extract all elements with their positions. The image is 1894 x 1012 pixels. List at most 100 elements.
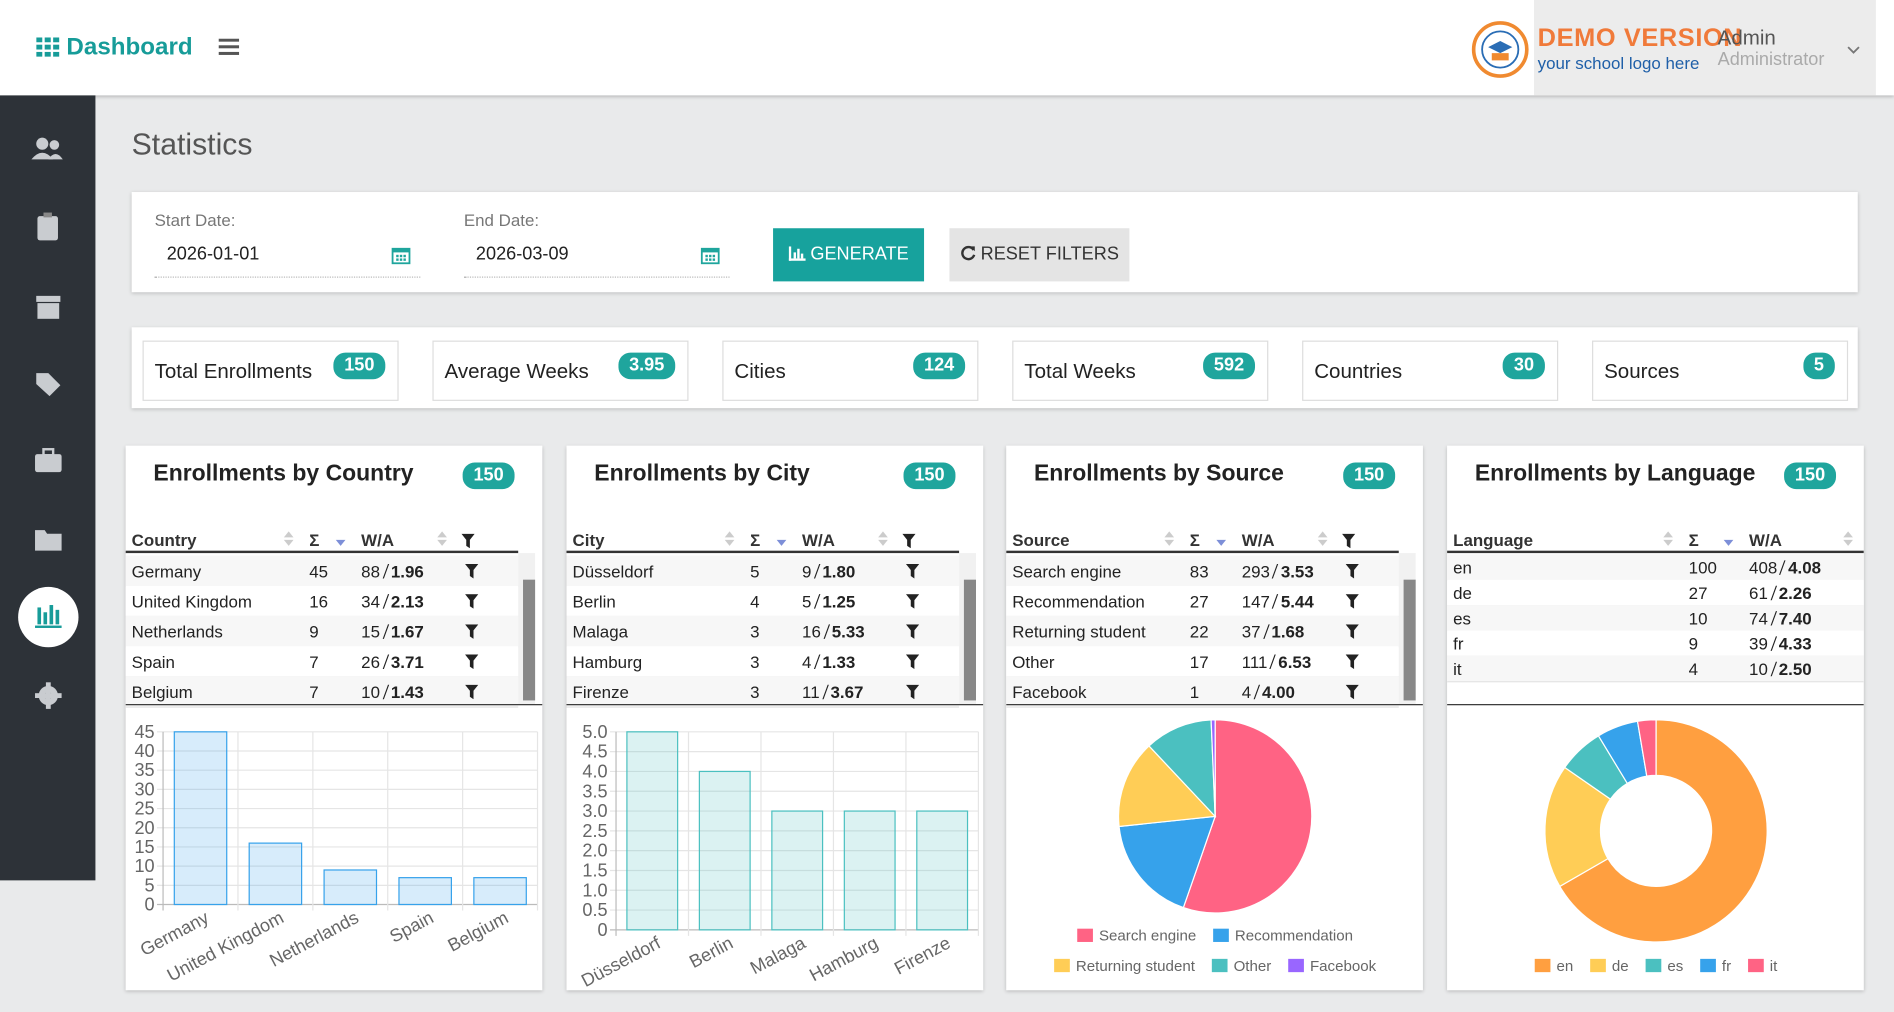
filter-button[interactable] xyxy=(1345,684,1359,699)
y-tick-label: 10 xyxy=(134,856,154,876)
panel-badge: 150 xyxy=(462,462,515,490)
sort-icon[interactable] xyxy=(1722,530,1734,547)
filter-button[interactable] xyxy=(461,533,475,549)
brand[interactable]: Dashboard xyxy=(66,33,193,61)
sort-icon[interactable] xyxy=(1317,530,1329,547)
sort-icon[interactable] xyxy=(1662,530,1674,547)
user-menu-caret[interactable] xyxy=(1847,46,1860,54)
filter-button[interactable] xyxy=(1345,623,1359,639)
filter-button[interactable] xyxy=(905,684,920,699)
x-tick-label: Malaga xyxy=(747,932,810,978)
filter-button[interactable] xyxy=(905,623,920,639)
legend-swatch xyxy=(1645,958,1662,973)
sort-icon[interactable] xyxy=(283,530,295,547)
legend-swatch xyxy=(1077,928,1093,942)
filter-button[interactable] xyxy=(465,653,479,669)
nav-settings[interactable] xyxy=(35,682,62,709)
legend-item[interactable]: Other xyxy=(1211,958,1271,975)
legend-item[interactable]: Recommendation xyxy=(1213,928,1353,945)
stat-box: Total Enrollments 150 xyxy=(142,340,399,401)
filter-button[interactable] xyxy=(465,684,479,699)
filter-button[interactable] xyxy=(1345,593,1359,609)
calendar-icon[interactable] xyxy=(391,245,411,265)
legend-item[interactable]: es xyxy=(1645,958,1684,975)
panel-title: Enrollments by City xyxy=(594,461,810,487)
bar xyxy=(698,770,751,931)
funnel xyxy=(1341,533,1356,549)
sort-up xyxy=(878,531,888,538)
nav-enrollments[interactable] xyxy=(37,212,58,241)
sort-icon[interactable] xyxy=(877,530,889,547)
row-count: 7 xyxy=(309,681,319,702)
end-date-input[interactable]: 2026-03-09 xyxy=(463,240,730,278)
separator xyxy=(1253,684,1260,699)
funnel xyxy=(1345,593,1359,609)
panel-title: Enrollments by Country xyxy=(153,461,414,487)
scroll-thumb[interactable] xyxy=(1403,579,1416,701)
panel-badge: 150 xyxy=(1784,462,1837,490)
scroll-thumb[interactable] xyxy=(523,579,536,701)
filter-button[interactable] xyxy=(905,653,920,669)
legend-item[interactable]: it xyxy=(1748,958,1778,975)
sort-icon[interactable] xyxy=(1842,530,1854,547)
sort-down xyxy=(437,539,447,546)
funnel xyxy=(902,533,916,549)
filter-button[interactable] xyxy=(1345,653,1359,669)
nav-statistics[interactable] xyxy=(18,586,79,648)
legend-item[interactable]: Returning student xyxy=(1054,958,1196,975)
reset-button[interactable]: RESET FILTERS xyxy=(949,228,1130,282)
scroll-thumb[interactable] xyxy=(963,579,976,701)
row-label: Other xyxy=(1012,651,1055,671)
row-weeks-avg: 293 3.53 xyxy=(1242,561,1314,580)
start-date-input[interactable]: 2026-01-01 xyxy=(154,240,421,278)
legend-item[interactable]: en xyxy=(1534,958,1574,975)
row-weeks-avg: 88 1.96 xyxy=(361,561,424,580)
legend-label: it xyxy=(1770,958,1778,975)
sort-down xyxy=(335,539,346,546)
legend-item[interactable]: fr xyxy=(1700,958,1731,975)
legend-swatch xyxy=(1213,928,1229,942)
filter-button[interactable] xyxy=(465,623,479,639)
column-header: W/A xyxy=(1749,530,1782,550)
row-average: 2.13 xyxy=(390,591,424,611)
filter-button[interactable] xyxy=(902,533,916,549)
legend-item[interactable]: de xyxy=(1590,958,1629,975)
nav-jobs[interactable] xyxy=(35,448,62,473)
separator xyxy=(382,593,389,609)
user-area[interactable] xyxy=(1534,0,1876,96)
nav-folders[interactable] xyxy=(35,530,62,551)
row-average: 1.43 xyxy=(390,681,424,702)
nav-students[interactable] xyxy=(31,137,63,160)
filter-button[interactable] xyxy=(905,563,920,578)
sort-icon[interactable] xyxy=(724,530,736,547)
separator xyxy=(382,623,389,639)
menu-toggle[interactable] xyxy=(218,38,240,56)
filter-button[interactable] xyxy=(465,593,479,609)
legend-item[interactable]: Search engine xyxy=(1077,928,1196,945)
y-tick-label: 5.0 xyxy=(582,722,607,742)
chart-icon xyxy=(788,246,806,261)
legend-item[interactable]: Facebook xyxy=(1288,958,1377,975)
stat-box: Average Weeks 3.95 xyxy=(432,340,689,401)
nav-tags[interactable] xyxy=(36,373,61,397)
stat-badge: 592 xyxy=(1203,352,1256,380)
sort-icon[interactable] xyxy=(1215,530,1227,547)
row-average: 6.53 xyxy=(1278,651,1312,671)
sort-icon[interactable] xyxy=(1163,530,1175,547)
sort-icon[interactable] xyxy=(436,530,448,547)
calendar-icon[interactable] xyxy=(700,245,720,265)
funnel xyxy=(905,593,920,609)
filter-button[interactable] xyxy=(1341,533,1356,549)
sort-icon[interactable] xyxy=(335,530,347,547)
nav-archive[interactable] xyxy=(36,295,61,319)
x-tick-label: Spain xyxy=(386,907,436,946)
slice xyxy=(1148,719,1216,818)
filter-button[interactable] xyxy=(465,563,479,578)
bar xyxy=(626,731,679,931)
filter-button[interactable] xyxy=(1345,563,1359,578)
filter-button[interactable] xyxy=(905,593,920,609)
y-tick-label: 2.0 xyxy=(582,841,607,861)
generate-button[interactable]: GENERATE xyxy=(773,228,925,282)
sort-icon[interactable] xyxy=(775,530,787,547)
